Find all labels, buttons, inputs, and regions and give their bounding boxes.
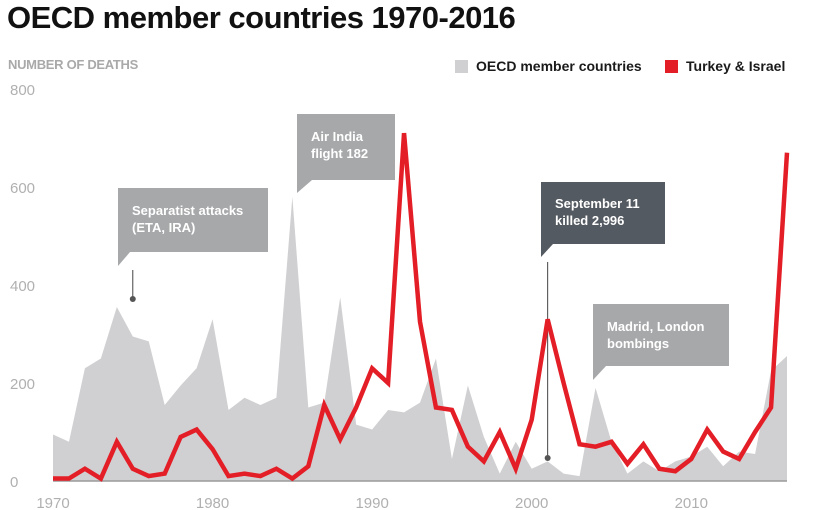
madrid-callout-text: Madrid, London: [607, 319, 705, 334]
separatist-callout: Separatist attacks (ETA, IRA): [118, 188, 268, 266]
legend-label-oecd: OECD member countries: [476, 58, 642, 74]
airindia-callout-box: [297, 114, 395, 180]
y-tick-label: 800: [10, 82, 35, 99]
airindia-callout: Air India flight 182: [297, 114, 395, 193]
y-tick-label: 200: [10, 376, 35, 393]
legend-swatch-oecd: [455, 59, 468, 73]
oecd-area-series: [53, 196, 787, 482]
x-tick-label: 1970: [36, 495, 69, 510]
y-tick-label: 400: [10, 278, 35, 295]
legend-item-turkey-israel: Turkey & Israel: [665, 58, 785, 74]
madrid-callout-box: [593, 304, 729, 366]
sept11-pointer-dot: [544, 455, 551, 461]
legend-item-oecd: OECD member countries: [455, 58, 642, 74]
madrid-callout-text: bombings: [607, 336, 669, 351]
airindia-callout-tail: [297, 180, 312, 193]
separatist-pointer-dot: [129, 296, 136, 302]
separatist-callout-text: (ETA, IRA): [132, 220, 195, 235]
separatist-callout-text: Separatist attacks: [132, 203, 243, 218]
legend-label-turkey-israel: Turkey & Israel: [686, 58, 786, 74]
airindia-callout-text: flight 182: [311, 146, 368, 161]
sept11-callout-text: killed 2,996: [555, 213, 624, 228]
sept11-callout-box: [541, 182, 665, 244]
madrid-callout: Madrid, London bombings: [593, 304, 729, 380]
airindia-callout-text: Air India: [311, 129, 364, 144]
sept11-callout-tail: [541, 244, 553, 257]
x-tick-label: 2000: [515, 495, 548, 510]
x-tick-label: 2010: [675, 495, 708, 510]
madrid-callout-tail: [593, 366, 606, 380]
chart-title: OECD member countries 1970-2016: [7, 0, 516, 35]
separatist-callout-tail: [118, 252, 130, 266]
y-axis-label: NUMBER OF DEATHS: [8, 57, 139, 72]
x-tick-label: 1980: [196, 495, 229, 510]
sept11-callout: September 11 killed 2,996: [541, 182, 665, 257]
y-tick-label: 0: [10, 474, 18, 491]
separatist-callout-box: [118, 188, 268, 252]
legend-swatch-turkey-israel: [665, 59, 678, 73]
x-tick-label: 1990: [355, 495, 388, 510]
turkey-israel-line-series: [53, 132, 790, 482]
y-tick-label: 600: [10, 180, 35, 197]
sept11-callout-text: September 11: [555, 196, 640, 211]
